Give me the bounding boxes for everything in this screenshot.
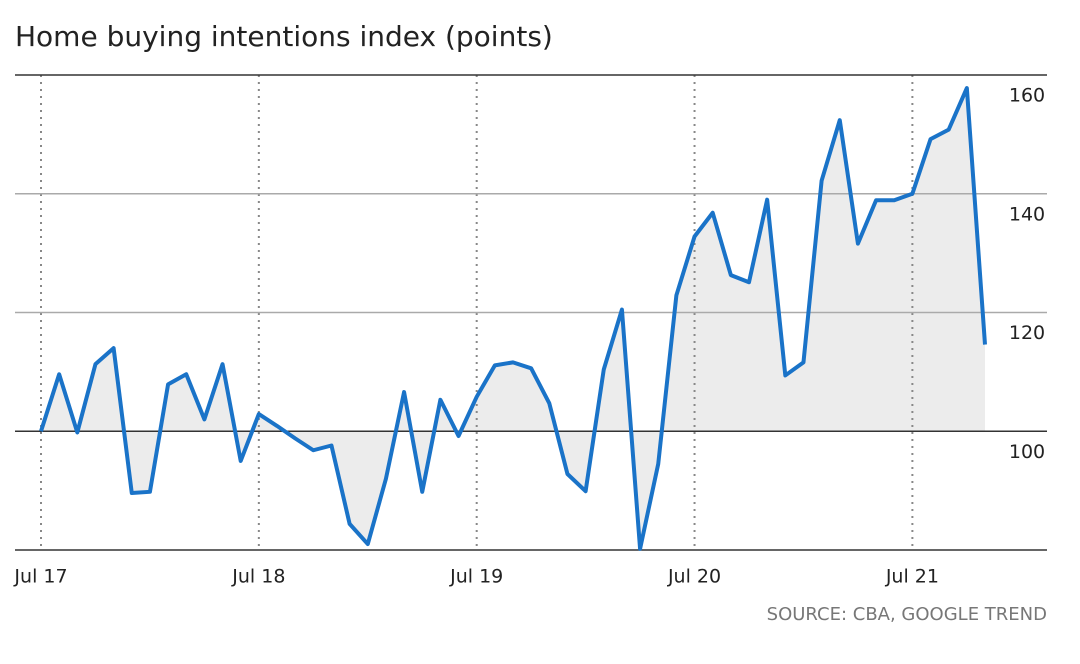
x-tick-label: Jul 18 (231, 566, 285, 588)
x-tick-label: Jul 17 (13, 566, 67, 588)
y-tick-label: 120 (1009, 322, 1045, 344)
x-tick-label: Jul 21 (885, 566, 939, 588)
x-tick-label: Jul 19 (449, 566, 503, 588)
y-tick-label: 160 (1009, 85, 1045, 107)
source-note: SOURCE: CBA, GOOGLE TREND (767, 604, 1047, 625)
chart-title: Home buying intentions index (points) (15, 20, 553, 53)
y-tick-label: 140 (1009, 203, 1045, 225)
y-tick-label: 100 (1009, 441, 1045, 463)
x-tick-label: Jul 20 (667, 566, 721, 588)
line (39, 86, 987, 551)
